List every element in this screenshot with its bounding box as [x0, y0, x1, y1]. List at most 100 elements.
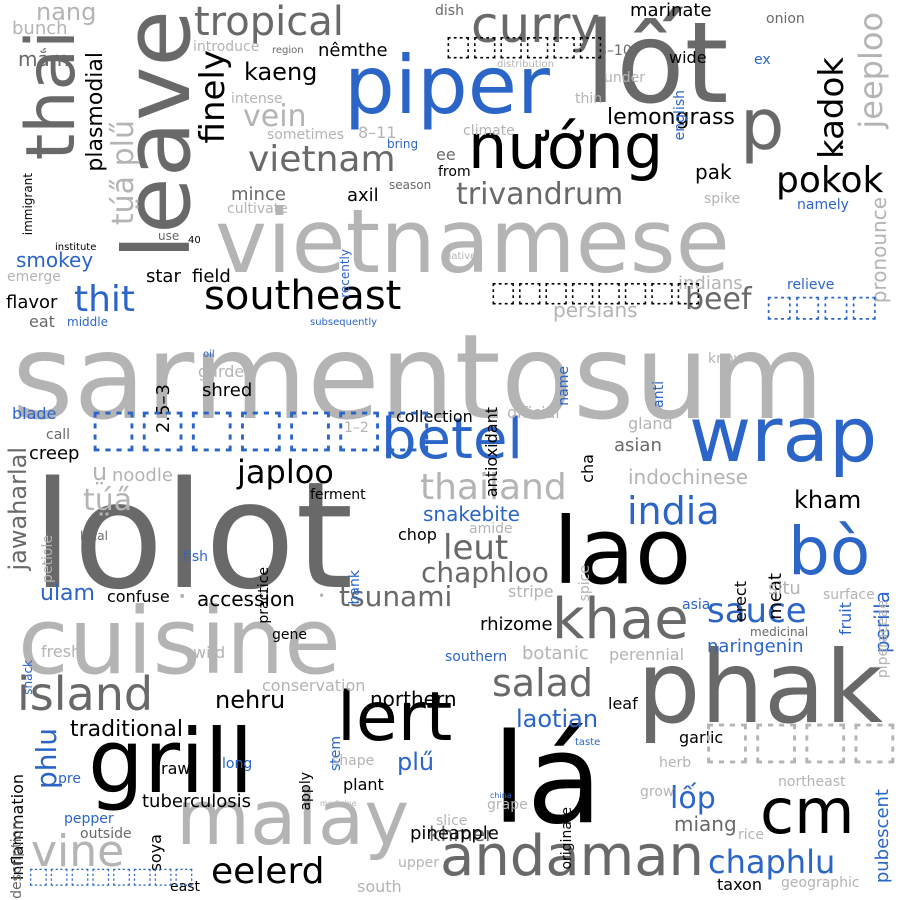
cloud-word: taste — [575, 737, 601, 748]
cloud-word: persians — [553, 298, 638, 322]
cloud-word: noodle — [112, 465, 173, 486]
cloud-word: collection — [396, 407, 473, 426]
cloud-word: leut — [443, 528, 509, 568]
cloud-word: ⬚⬚⬚⬚ — [765, 289, 879, 324]
cloud-word: miang — [674, 812, 737, 836]
cloud-word: smokey — [16, 248, 94, 272]
cloud-word: accession — [197, 587, 295, 611]
cloud-word: cuisine — [18, 588, 341, 695]
cloud-word: medicine — [320, 799, 357, 808]
cloud-word: piper — [344, 39, 550, 132]
cloud-word: bunch — [12, 18, 68, 39]
cloud-word: plű — [397, 748, 435, 776]
cloud-word: asia — [682, 597, 711, 613]
cloud-word: chop — [398, 525, 437, 544]
cloud-word: laotian — [516, 705, 599, 733]
cloud-word: 1–2 — [344, 420, 369, 436]
cloud-word: erect — [731, 581, 750, 622]
cloud-word: piperaceae — [875, 600, 891, 679]
cloud-word: ṳ — [92, 458, 108, 486]
cloud-word: trivandrum — [456, 177, 624, 212]
cloud-word: stripe — [508, 582, 554, 601]
cloud-word: island — [17, 667, 154, 721]
cloud-word: lao — [553, 498, 692, 605]
cloud-word: conservation — [262, 676, 366, 695]
cloud-word: pronounce — [867, 197, 891, 304]
cloud-word: shred — [202, 380, 253, 401]
cloud-word: pubescent — [872, 789, 893, 884]
cloud-word: • — [178, 589, 187, 605]
cloud-word: subsequently — [310, 317, 378, 328]
cloud-word: traditional — [70, 717, 183, 742]
cloud-word: chaphlu — [708, 843, 836, 881]
cloud-word: mắm — [18, 47, 70, 71]
cloud-word: ⬚⬚⬚⬚⬚⬚⬚ — [89, 398, 433, 458]
cloud-word: originate — [559, 807, 575, 870]
cloud-word: phlu — [30, 728, 63, 790]
cloud-word: dish — [435, 3, 464, 19]
cloud-word: blade — [12, 404, 57, 423]
cloud-word: middle — [67, 315, 108, 329]
cloud-word: lolot — [32, 450, 354, 622]
cloud-word: pepper — [64, 811, 114, 827]
cloud-word: phak — [637, 629, 884, 746]
cloud-word: p — [740, 84, 785, 166]
cloud-word: khmer — [429, 822, 494, 846]
cloud-word: pre — [58, 771, 81, 787]
cloud-word: chaphloo — [421, 556, 549, 589]
cloud-word: surface — [823, 587, 875, 603]
cloud-word: lemongrass — [607, 105, 735, 130]
cloud-word: tsunami — [339, 580, 453, 613]
cloud-word: ⬚⬚⬚⬚ — [702, 710, 899, 770]
cloud-word: season — [389, 178, 432, 192]
cloud-word: jawaharlal — [4, 447, 32, 571]
cloud-word: gene — [272, 627, 307, 643]
cloud-word: snakebite — [423, 502, 520, 526]
cloud-word: spice — [577, 565, 593, 602]
cloud-word: curry — [471, 0, 601, 54]
cloud-word: china — [490, 791, 512, 800]
cloud-word: introduce — [193, 39, 260, 55]
cloud-word: 8–11 — [358, 123, 397, 142]
cloud-word: vine — [31, 826, 125, 877]
cloud-word: leaf — [608, 694, 638, 713]
cloud-word: wrap — [689, 390, 878, 479]
cloud-word: sauce — [707, 591, 807, 631]
cloud-word: region — [272, 45, 304, 56]
cloud-word: salad — [492, 661, 594, 705]
cloud-word: nang — [36, 0, 97, 26]
cloud-word: recently — [338, 249, 352, 298]
cloud-word: jeeploo — [852, 12, 890, 129]
cloud-word: snack — [21, 660, 35, 695]
cloud-word: distribution — [497, 59, 554, 70]
cloud-word: herb — [659, 755, 692, 771]
cloud-word: plant — [343, 775, 384, 794]
cloud-word: situ — [768, 578, 801, 599]
cloud-word: southern — [445, 649, 508, 665]
cloud-word: shape — [332, 753, 375, 769]
cloud-word: lá — [492, 708, 603, 852]
cloud-word: emerge — [7, 269, 61, 285]
cloud-word: raw — [161, 759, 191, 778]
cloud-word: cm — [760, 775, 855, 848]
cloud-word: khae — [552, 587, 689, 652]
cloud-word: institute — [55, 242, 97, 253]
cloud-word: apply — [298, 772, 314, 811]
cloud-word: creep — [29, 443, 80, 464]
cloud-word: ulam — [40, 581, 95, 606]
cloud-word: ⬚⬚⬚⬚⬚⬚⬚⬚ — [28, 864, 195, 889]
cloud-word: fish — [183, 549, 208, 565]
cloud-word: sarmentosum — [12, 308, 825, 446]
cloud-word: outside — [80, 826, 132, 842]
cloud-word: axil — [347, 185, 379, 206]
cloud-word: cha — [578, 454, 597, 483]
cloud-word: rhizome — [480, 614, 553, 635]
cloud-word: amide — [469, 521, 513, 537]
cloud-word: andaman — [440, 824, 705, 889]
cloud-word: oil — [203, 349, 215, 360]
cloud-word: vietnamese — [215, 190, 730, 293]
cloud-word: english — [672, 90, 688, 141]
cloud-word: relieve — [787, 277, 835, 293]
cloud-word: fruit — [836, 602, 855, 636]
cloud-word: local — [80, 529, 108, 543]
